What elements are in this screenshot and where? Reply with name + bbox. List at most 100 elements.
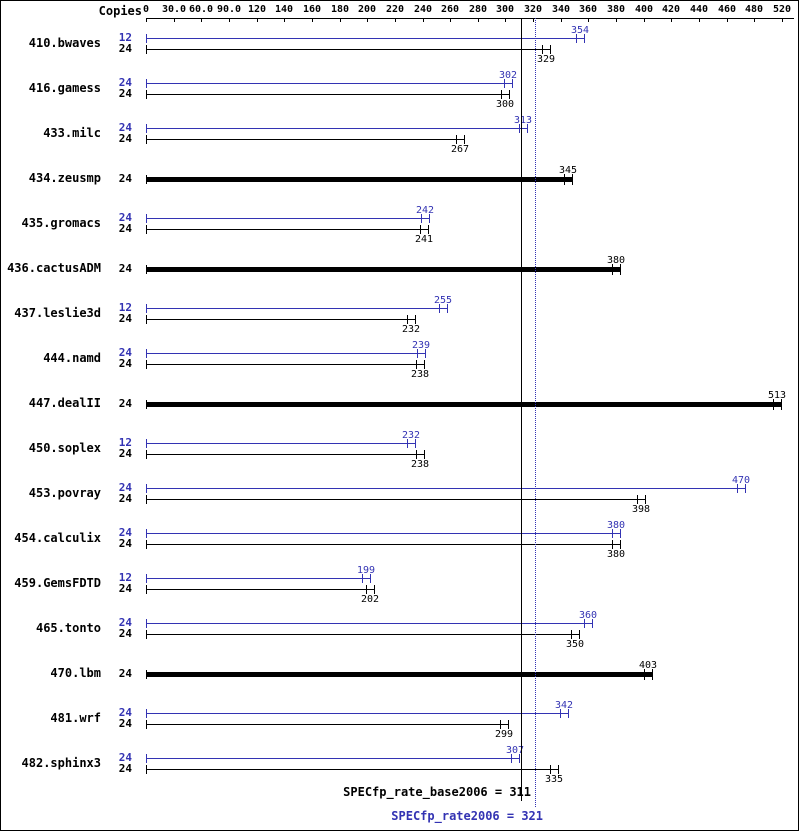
x-axis-tick (533, 18, 534, 22)
bar-end-marker (424, 450, 425, 459)
bar-end-marker (428, 225, 429, 234)
bar-start-cap (146, 619, 147, 628)
bar-end-marker (579, 630, 580, 639)
bar-value-label: 398 (631, 504, 651, 515)
x-axis-tick (284, 18, 285, 22)
bar-value-label: 342 (554, 700, 574, 711)
result-bar (146, 758, 519, 759)
benchmark-label: 465.tonto (35, 621, 101, 635)
result-bar (146, 38, 584, 39)
x-axis-tick-label: 220 (385, 4, 405, 15)
bar-end-marker (592, 619, 593, 628)
bar-end-marker (456, 135, 457, 144)
x-axis-tick (782, 18, 783, 22)
bar-end-marker (645, 495, 646, 504)
benchmark-label: 434.zeusmp (28, 171, 101, 185)
result-bar (146, 49, 550, 50)
bar-value-label: 202 (360, 594, 380, 605)
bar-end-marker (500, 720, 501, 729)
bar-start-cap (146, 315, 147, 324)
bar-end-marker (501, 90, 502, 99)
bar-end-marker (439, 304, 440, 313)
bar-start-cap (146, 34, 147, 43)
bar-end-marker (652, 669, 653, 680)
bar-value-label: 354 (570, 25, 590, 36)
result-bar (146, 308, 447, 309)
bar-start-cap (146, 124, 147, 133)
bar-value-label: 232 (401, 430, 421, 441)
peak-metric-summary: SPECfp_rate2006 = 321 (391, 809, 543, 823)
bar-end-marker (407, 315, 408, 324)
benchmark-label: 459.GemsFDTD (14, 576, 101, 590)
x-axis-tick-label: 340 (551, 4, 571, 15)
bar-end-marker (425, 349, 426, 358)
copies-value: 24 (118, 211, 132, 224)
bar-end-marker (737, 484, 738, 493)
bar-end-marker (773, 399, 774, 410)
result-bar (146, 319, 415, 320)
x-axis-tick-label: 200 (357, 4, 377, 15)
result-bar (146, 94, 509, 95)
copies-value: 24 (118, 616, 132, 629)
benchmark-label: 444.namd (43, 351, 101, 365)
bar-start-cap (146, 175, 147, 184)
result-bar (146, 83, 512, 84)
bar-value-label: 380 (606, 549, 626, 560)
copies-value: 24 (118, 262, 132, 275)
benchmark-label: 410.bwaves (28, 36, 101, 50)
x-axis-tick-label: 140 (274, 4, 294, 15)
x-axis-tick-label: 380 (606, 4, 626, 15)
bar-start-cap (146, 45, 147, 54)
x-axis-tick (174, 18, 175, 22)
bar-end-marker (550, 765, 551, 774)
result-bar (146, 589, 374, 590)
copies-value: 24 (118, 447, 132, 460)
bar-end-marker (571, 630, 572, 639)
bar-value-label: 470 (731, 475, 751, 486)
bar-end-marker (362, 574, 363, 583)
base-median-line (521, 18, 522, 801)
x-axis-tick (450, 18, 451, 22)
x-axis-tick-label: 160 (302, 4, 322, 15)
bar-end-marker (612, 529, 613, 538)
bar-value-label: 307 (505, 745, 525, 756)
x-axis-tick-label: 180 (330, 4, 350, 15)
x-axis-tick (257, 18, 258, 22)
bar-end-marker (366, 585, 367, 594)
x-axis-tick (505, 18, 506, 22)
bar-end-marker (564, 174, 565, 185)
copies-value: 12 (118, 301, 132, 314)
x-axis-tick-label: 300 (495, 4, 515, 15)
bar-value-label: 350 (565, 639, 585, 650)
result-bar (146, 229, 428, 230)
benchmark-label: 453.povray (28, 486, 101, 500)
x-axis-tick-label: 480 (744, 4, 764, 15)
result-bar (146, 364, 424, 365)
x-axis-tick (395, 18, 396, 22)
result-bar (146, 128, 527, 129)
benchmark-label: 416.gamess (28, 81, 101, 95)
benchmark-label: 433.milc (43, 126, 101, 140)
bar-end-marker (644, 669, 645, 680)
copies-value: 24 (118, 87, 132, 100)
bar-value-label: 403 (638, 660, 658, 671)
x-axis-tick (478, 18, 479, 22)
x-axis-tick-label: 280 (468, 4, 488, 15)
bar-start-cap (146, 529, 147, 538)
benchmark-label: 436.cactusADM (7, 261, 101, 275)
x-axis-tick-label: 320 (523, 4, 543, 15)
copies-value: 24 (118, 526, 132, 539)
bar-end-marker (509, 90, 510, 99)
x-axis-tick-label: 400 (634, 4, 654, 15)
bar-start-cap (146, 585, 147, 594)
x-axis-tick-label: 240 (413, 4, 433, 15)
result-bar (146, 623, 592, 624)
benchmark-label: 437.leslie3d (14, 306, 101, 320)
x-axis-tick-label: 0 (142, 4, 150, 15)
bar-start-cap (146, 754, 147, 763)
bar-end-marker (421, 214, 422, 223)
x-axis-tick-label: 520 (772, 4, 792, 15)
result-bar (146, 533, 620, 534)
bar-end-marker (415, 315, 416, 324)
